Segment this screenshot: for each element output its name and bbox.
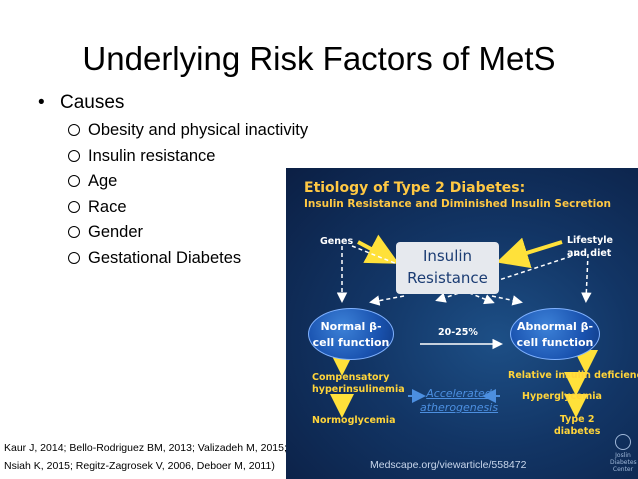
joslin-logo-icon bbox=[615, 434, 631, 450]
circle-bullet-icon bbox=[68, 226, 80, 238]
percent-label: 20-25% bbox=[438, 327, 478, 338]
citation: Kaur J, 2014; Bello-Rodriguez BM, 2013; … bbox=[4, 442, 287, 472]
list-item: Gender bbox=[68, 220, 308, 246]
compensatory-label: Compensatory hyperinsulinemia bbox=[312, 372, 405, 395]
diagram-title: Etiology of Type 2 Diabetes: bbox=[304, 180, 526, 196]
circle-bullet-icon bbox=[68, 200, 80, 213]
genes-label: Genes bbox=[320, 236, 354, 247]
insulin-resistance-box: Insulin Resistance bbox=[396, 242, 499, 294]
genes-arrow bbox=[357, 234, 400, 264]
lifestyle-label: Lifestyle and diet bbox=[567, 235, 613, 259]
list-item: Age bbox=[68, 169, 308, 195]
causes-list: Obesity and physical inactivity Insulin … bbox=[68, 118, 308, 271]
bullet-dot-icon: • bbox=[38, 92, 45, 113]
list-item: Obesity and physical inactivity bbox=[68, 118, 308, 144]
circle-bullet-icon bbox=[68, 175, 80, 187]
joslin-logo: Joslin Diabetes Center bbox=[610, 434, 637, 473]
circle-bullet-icon bbox=[68, 251, 80, 264]
bullet-causes-label: Causes bbox=[60, 92, 125, 113]
list-item: Race bbox=[68, 195, 308, 221]
slide-title: Underlying Risk Factors of MetS bbox=[82, 40, 556, 77]
lifestyle-arrow bbox=[496, 237, 563, 269]
normal-beta-cell-oval: Normal β- cell function bbox=[308, 308, 394, 360]
figure-source: Medscape.org/viewarticle/558472 bbox=[370, 459, 527, 471]
diagram-subtitle: Insulin Resistance and Diminished Insuli… bbox=[304, 198, 611, 210]
circle-bullet-icon bbox=[68, 124, 80, 136]
abnormal-beta-cell-oval: Abnormal β- cell function bbox=[510, 308, 600, 360]
relative-deficiency-label: Relative insulin deficiency bbox=[508, 370, 638, 381]
bullet-causes: • Causes bbox=[38, 92, 124, 114]
normoglycemia-label: Normoglycemia bbox=[312, 415, 396, 426]
list-item: Gestational Diabetes bbox=[68, 246, 308, 272]
list-item: Insulin resistance bbox=[68, 144, 308, 170]
accelerated-atherogenesis-label: Accelerated atherogenesis bbox=[420, 387, 499, 414]
type2-diabetes-label: Type 2 diabetes bbox=[554, 414, 601, 437]
etiology-diagram: Etiology of Type 2 Diabetes: Insulin Res… bbox=[286, 168, 638, 479]
hyperglycemia-label: Hyperglycemia bbox=[522, 391, 602, 402]
circle-bullet-icon bbox=[68, 149, 80, 162]
